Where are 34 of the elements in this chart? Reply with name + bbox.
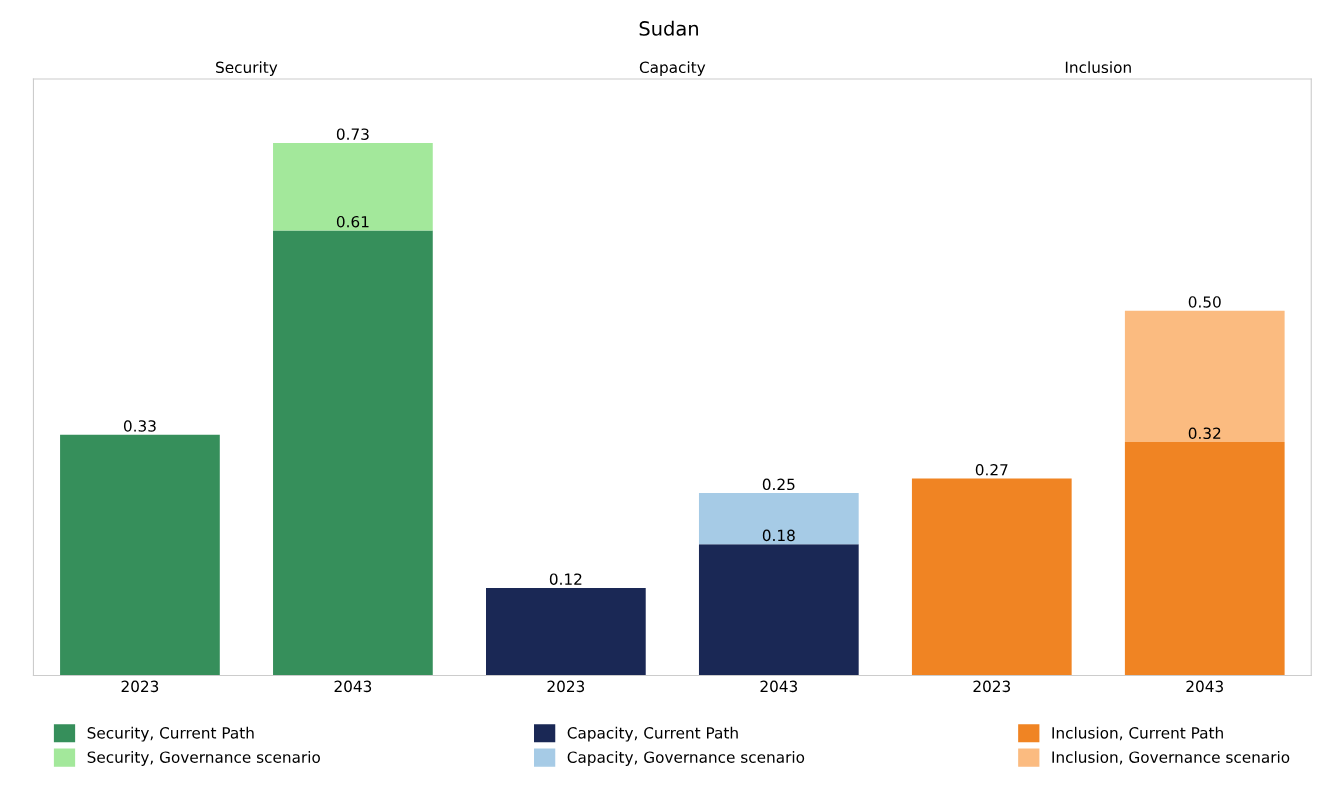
bar	[698, 544, 859, 676]
x-tick-label: 2023	[973, 680, 1011, 693]
x-tick-label: 2043	[760, 680, 798, 693]
legend-label: Security, Current Path	[87, 726, 254, 742]
bar	[1124, 310, 1285, 443]
x-tick-label: 2023	[547, 680, 585, 693]
x-tick-label: 2043	[1186, 680, 1223, 693]
text: Capacity	[639, 61, 706, 77]
data-label: 0.18	[762, 529, 795, 542]
data-label: 0.32	[1188, 427, 1221, 440]
x-tick-label: 2023	[121, 680, 159, 693]
legend-label: Inclusion, Governance scenario	[1052, 751, 1290, 765]
text: Security	[216, 61, 278, 77]
legend-label: Capacity, Current Path	[567, 726, 738, 742]
data-label: 0.33	[123, 420, 156, 432]
chart-title: Sudan	[639, 20, 698, 36]
x-tick-label: 2043	[334, 680, 372, 693]
bar	[60, 434, 220, 676]
total-label: 0.50	[1188, 296, 1221, 308]
legend-label: Security, Governance scenario	[87, 751, 320, 766]
data-label: 0.61	[336, 215, 369, 228]
bar	[486, 587, 646, 676]
bar	[911, 478, 1072, 676]
data-label: 0.12	[549, 573, 582, 585]
data-label: 0.27	[975, 463, 1008, 476]
total-label: 0.25	[762, 478, 795, 491]
text: Inclusion	[1065, 61, 1131, 74]
total-label: 0.73	[336, 128, 369, 140]
bar	[273, 142, 433, 231]
bar	[1124, 442, 1285, 676]
legend-label: Inclusion, Current Path	[1052, 726, 1223, 741]
bar	[273, 230, 433, 676]
legend-label: Capacity, Governance scenario	[567, 751, 805, 766]
bar	[698, 493, 859, 545]
